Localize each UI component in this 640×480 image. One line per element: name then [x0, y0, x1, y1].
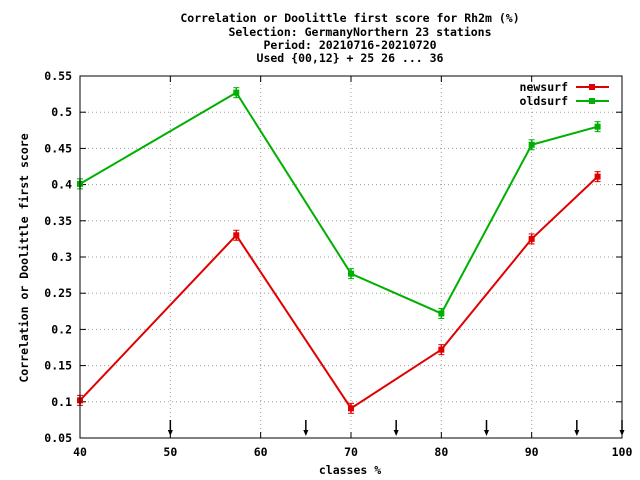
class-boundary-arrow [393, 420, 399, 436]
y-tick-label: 0.3 [51, 250, 72, 264]
plot-frame [79, 75, 623, 439]
data-point-newsurf [233, 232, 240, 239]
data-point-newsurf [594, 173, 601, 180]
y-tick-label: 0.35 [44, 214, 72, 228]
y-tick-label: 0.2 [51, 322, 72, 336]
data-point-newsurf [438, 346, 445, 353]
title-line-3: Period: 20210716-20210720 [263, 38, 436, 52]
series-newsurf [77, 171, 601, 414]
series-line-oldsurf [79, 91, 598, 315]
data-point-oldsurf [594, 123, 601, 130]
class-boundary-arrow [484, 420, 489, 436]
x-tick-label: 60 [254, 445, 268, 459]
arrow-head [303, 430, 309, 436]
y-tick-label: 0.05 [44, 431, 72, 445]
data-point-oldsurf [438, 310, 445, 317]
x-tick-label: 70 [344, 445, 358, 459]
data-point-oldsurf [233, 89, 240, 96]
x-tick-label: 40 [73, 445, 87, 459]
title-line-2: Selection: GermanyNorthern 23 stations [228, 25, 491, 39]
x-tick-label: 100 [612, 445, 633, 459]
legend-label-newsurf: newsurf [520, 80, 569, 94]
axis-ticks: 0.05 0.1 0.15 0.2 0.25 0.3 0.35 0.4 0.45 0.5 0.55 4… [44, 69, 632, 459]
x-tick-label: 90 [525, 445, 539, 459]
class-markers [167, 420, 625, 436]
x-tick-label: 80 [434, 445, 448, 459]
title-line-4: Used {00,12} + 25 26 ... 36 [257, 51, 444, 65]
arrow-head [574, 430, 580, 436]
title-line-1: Correlation or Doolittle first score for… [180, 11, 519, 25]
legend-marker-newsurf [589, 84, 595, 90]
grid [80, 76, 622, 438]
arrow-head [167, 430, 173, 436]
arrow-head [484, 430, 489, 436]
y-axis-label: Correlation or Doolittle first score [17, 133, 31, 382]
legend-label-oldsurf: oldsurf [520, 94, 569, 108]
legend: newsurf oldsurf [520, 80, 609, 108]
y-tick-label: 0.55 [44, 69, 72, 83]
y-tick-label: 0.25 [44, 286, 72, 300]
y-tick-label: 0.1 [51, 395, 72, 409]
class-boundary-arrow [167, 420, 173, 436]
series [77, 87, 601, 414]
arrow-head [393, 430, 399, 436]
series-line-newsurf [79, 175, 599, 410]
data-point-oldsurf [348, 270, 354, 277]
x-tick-label: 50 [163, 445, 177, 459]
y-tick-label: 0.4 [51, 178, 72, 192]
data-point-oldsurf [528, 141, 535, 148]
class-boundary-arrow [303, 420, 309, 436]
series-oldsurf [77, 87, 601, 319]
data-point-newsurf [348, 405, 354, 412]
y-tick-label: 0.45 [44, 141, 72, 155]
legend-marker-oldsurf [589, 98, 595, 104]
data-point-newsurf [528, 235, 535, 242]
y-tick-label: 0.5 [51, 105, 72, 119]
x-axis-label: classes % [319, 463, 381, 477]
class-boundary-arrow [574, 420, 580, 436]
y-tick-label: 0.15 [44, 359, 72, 373]
chart-title: Correlation or Doolittle first score for… [180, 11, 519, 65]
